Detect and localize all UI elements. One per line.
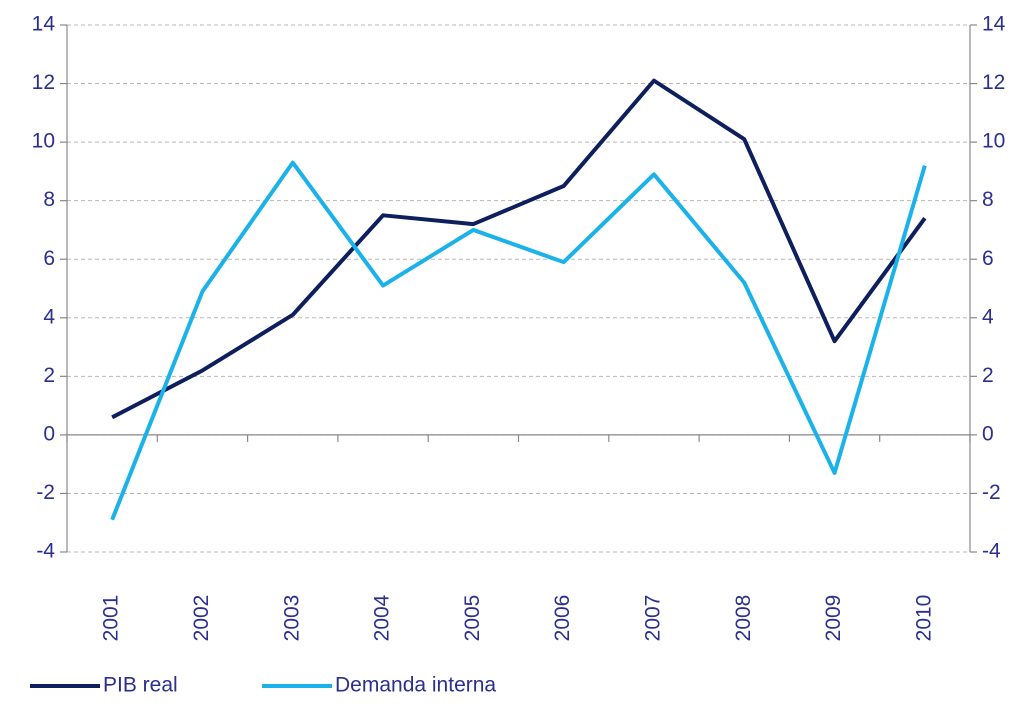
legend-label: Demanda interna — [335, 674, 496, 697]
y-tick-label: 10 — [32, 130, 55, 153]
y-tick-label: 12 — [32, 71, 55, 94]
x-tick-label: 2008 — [732, 595, 755, 642]
y2-tick-label: 0 — [982, 422, 994, 445]
x-tick-label: 2001 — [100, 595, 123, 642]
y-tick-label: 2 — [43, 364, 55, 387]
y-tick-label: -4 — [36, 540, 55, 563]
x-tick-label: 2005 — [461, 595, 484, 642]
series-line — [110, 160, 927, 521]
y-tick-label: 0 — [43, 422, 55, 445]
x-tick-label: 2006 — [551, 595, 574, 642]
x-tick-label: 2004 — [371, 594, 394, 641]
x-tick-label: 2002 — [190, 595, 213, 642]
x-tick-label: 2009 — [822, 595, 845, 642]
y-tick-label: -2 — [36, 481, 55, 504]
y2-tick-label: 12 — [982, 71, 1005, 94]
y-tick-label: 6 — [43, 247, 55, 270]
y-tick-label: 14 — [32, 13, 56, 36]
y2-tick-label: -4 — [982, 540, 1001, 563]
y-tick-label: 8 — [43, 188, 55, 211]
y2-tick-label: 2 — [982, 364, 994, 387]
y-tick-label: 4 — [43, 305, 55, 328]
x-tick-label: 2007 — [641, 595, 664, 642]
y2-tick-label: 14 — [982, 13, 1006, 36]
y2-tick-label: 8 — [982, 188, 994, 211]
y2-tick-label: 4 — [982, 305, 994, 328]
y2-tick-label: 10 — [982, 130, 1005, 153]
x-tick-label: 2003 — [280, 595, 303, 642]
series-line — [111, 78, 927, 420]
y2-tick-label: 6 — [982, 247, 994, 270]
y2-tick-label: -2 — [982, 481, 1001, 504]
x-tick-label: 2010 — [912, 595, 935, 642]
legend-label: PIB real — [103, 674, 178, 697]
